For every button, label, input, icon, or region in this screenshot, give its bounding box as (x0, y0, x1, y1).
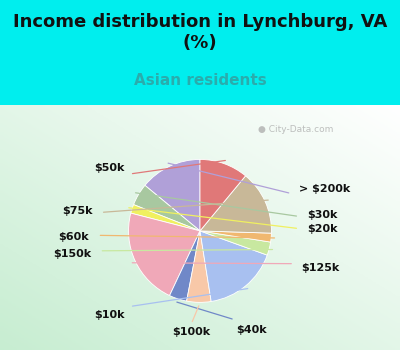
Text: Income distribution in Lynchburg, VA
(%): Income distribution in Lynchburg, VA (%) (13, 13, 387, 52)
Wedge shape (145, 160, 200, 231)
Text: $150k: $150k (53, 249, 91, 259)
Wedge shape (200, 231, 270, 255)
Text: $60k: $60k (59, 232, 89, 242)
Wedge shape (200, 231, 272, 242)
Text: ● City-Data.com: ● City-Data.com (258, 125, 334, 134)
Text: $10k: $10k (94, 310, 125, 320)
Wedge shape (187, 231, 211, 302)
Wedge shape (200, 160, 246, 231)
Wedge shape (134, 186, 200, 231)
Text: $75k: $75k (62, 206, 93, 216)
Text: $100k: $100k (172, 327, 210, 337)
Wedge shape (200, 231, 267, 301)
Text: Asian residents: Asian residents (134, 73, 266, 88)
Wedge shape (170, 231, 200, 301)
Wedge shape (131, 205, 200, 231)
Text: $40k: $40k (236, 324, 266, 335)
Text: $50k: $50k (94, 163, 125, 173)
Wedge shape (128, 213, 200, 295)
Wedge shape (200, 176, 272, 233)
Text: $30k: $30k (307, 210, 338, 220)
Text: > $200k: > $200k (299, 184, 350, 195)
Text: $125k: $125k (302, 263, 340, 273)
Text: $20k: $20k (307, 224, 338, 234)
